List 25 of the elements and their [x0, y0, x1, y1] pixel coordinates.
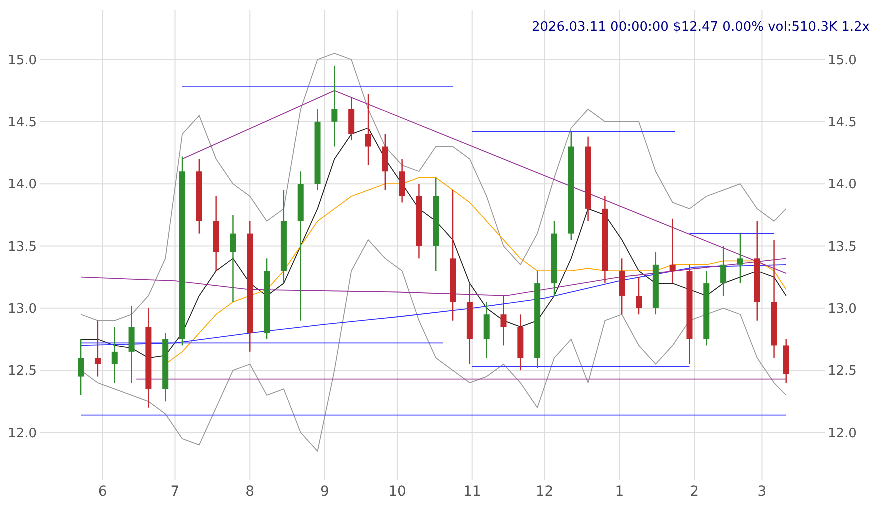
y-tick-label: 15.0	[8, 53, 37, 68]
y2-tick-label: 12.5	[828, 364, 857, 380]
y-tick-label: 12.0	[8, 426, 37, 442]
y2-tick-label: 13.0	[828, 302, 857, 317]
x-tick-label: 2	[690, 484, 700, 500]
text: 2026.03.11 00:00:00 $12.47 0.00% vol:510.3K 1.2x	[532, 20, 870, 35]
y-tick-label: 12.5	[8, 364, 37, 380]
x-tick-label: 1	[615, 484, 624, 500]
y-tick-label: 14.5	[8, 115, 37, 130]
x-tick-label: 3	[758, 484, 767, 500]
y2-tick-label: 14.5	[828, 115, 857, 130]
y-tick-label: 13.5	[8, 240, 37, 255]
x-tick-label: 9	[320, 484, 330, 500]
y-tick-label: 14.0	[8, 178, 37, 193]
x-tick-label: 8	[246, 484, 255, 500]
x-tick-label: 10	[388, 484, 406, 500]
x-tick-label: 7	[170, 484, 180, 500]
y2-tick-label: 15.0	[828, 53, 857, 68]
y2-tick-label: 13.5	[828, 240, 857, 255]
y2-tick-label: 14.0	[828, 178, 857, 193]
y2-tick-label: 12.0	[828, 426, 857, 442]
x-tick-label: 6	[98, 484, 108, 500]
y-tick-label: 13.0	[8, 302, 37, 317]
x-tick-label: 12	[536, 484, 554, 500]
x-tick-label: 11	[463, 484, 482, 500]
